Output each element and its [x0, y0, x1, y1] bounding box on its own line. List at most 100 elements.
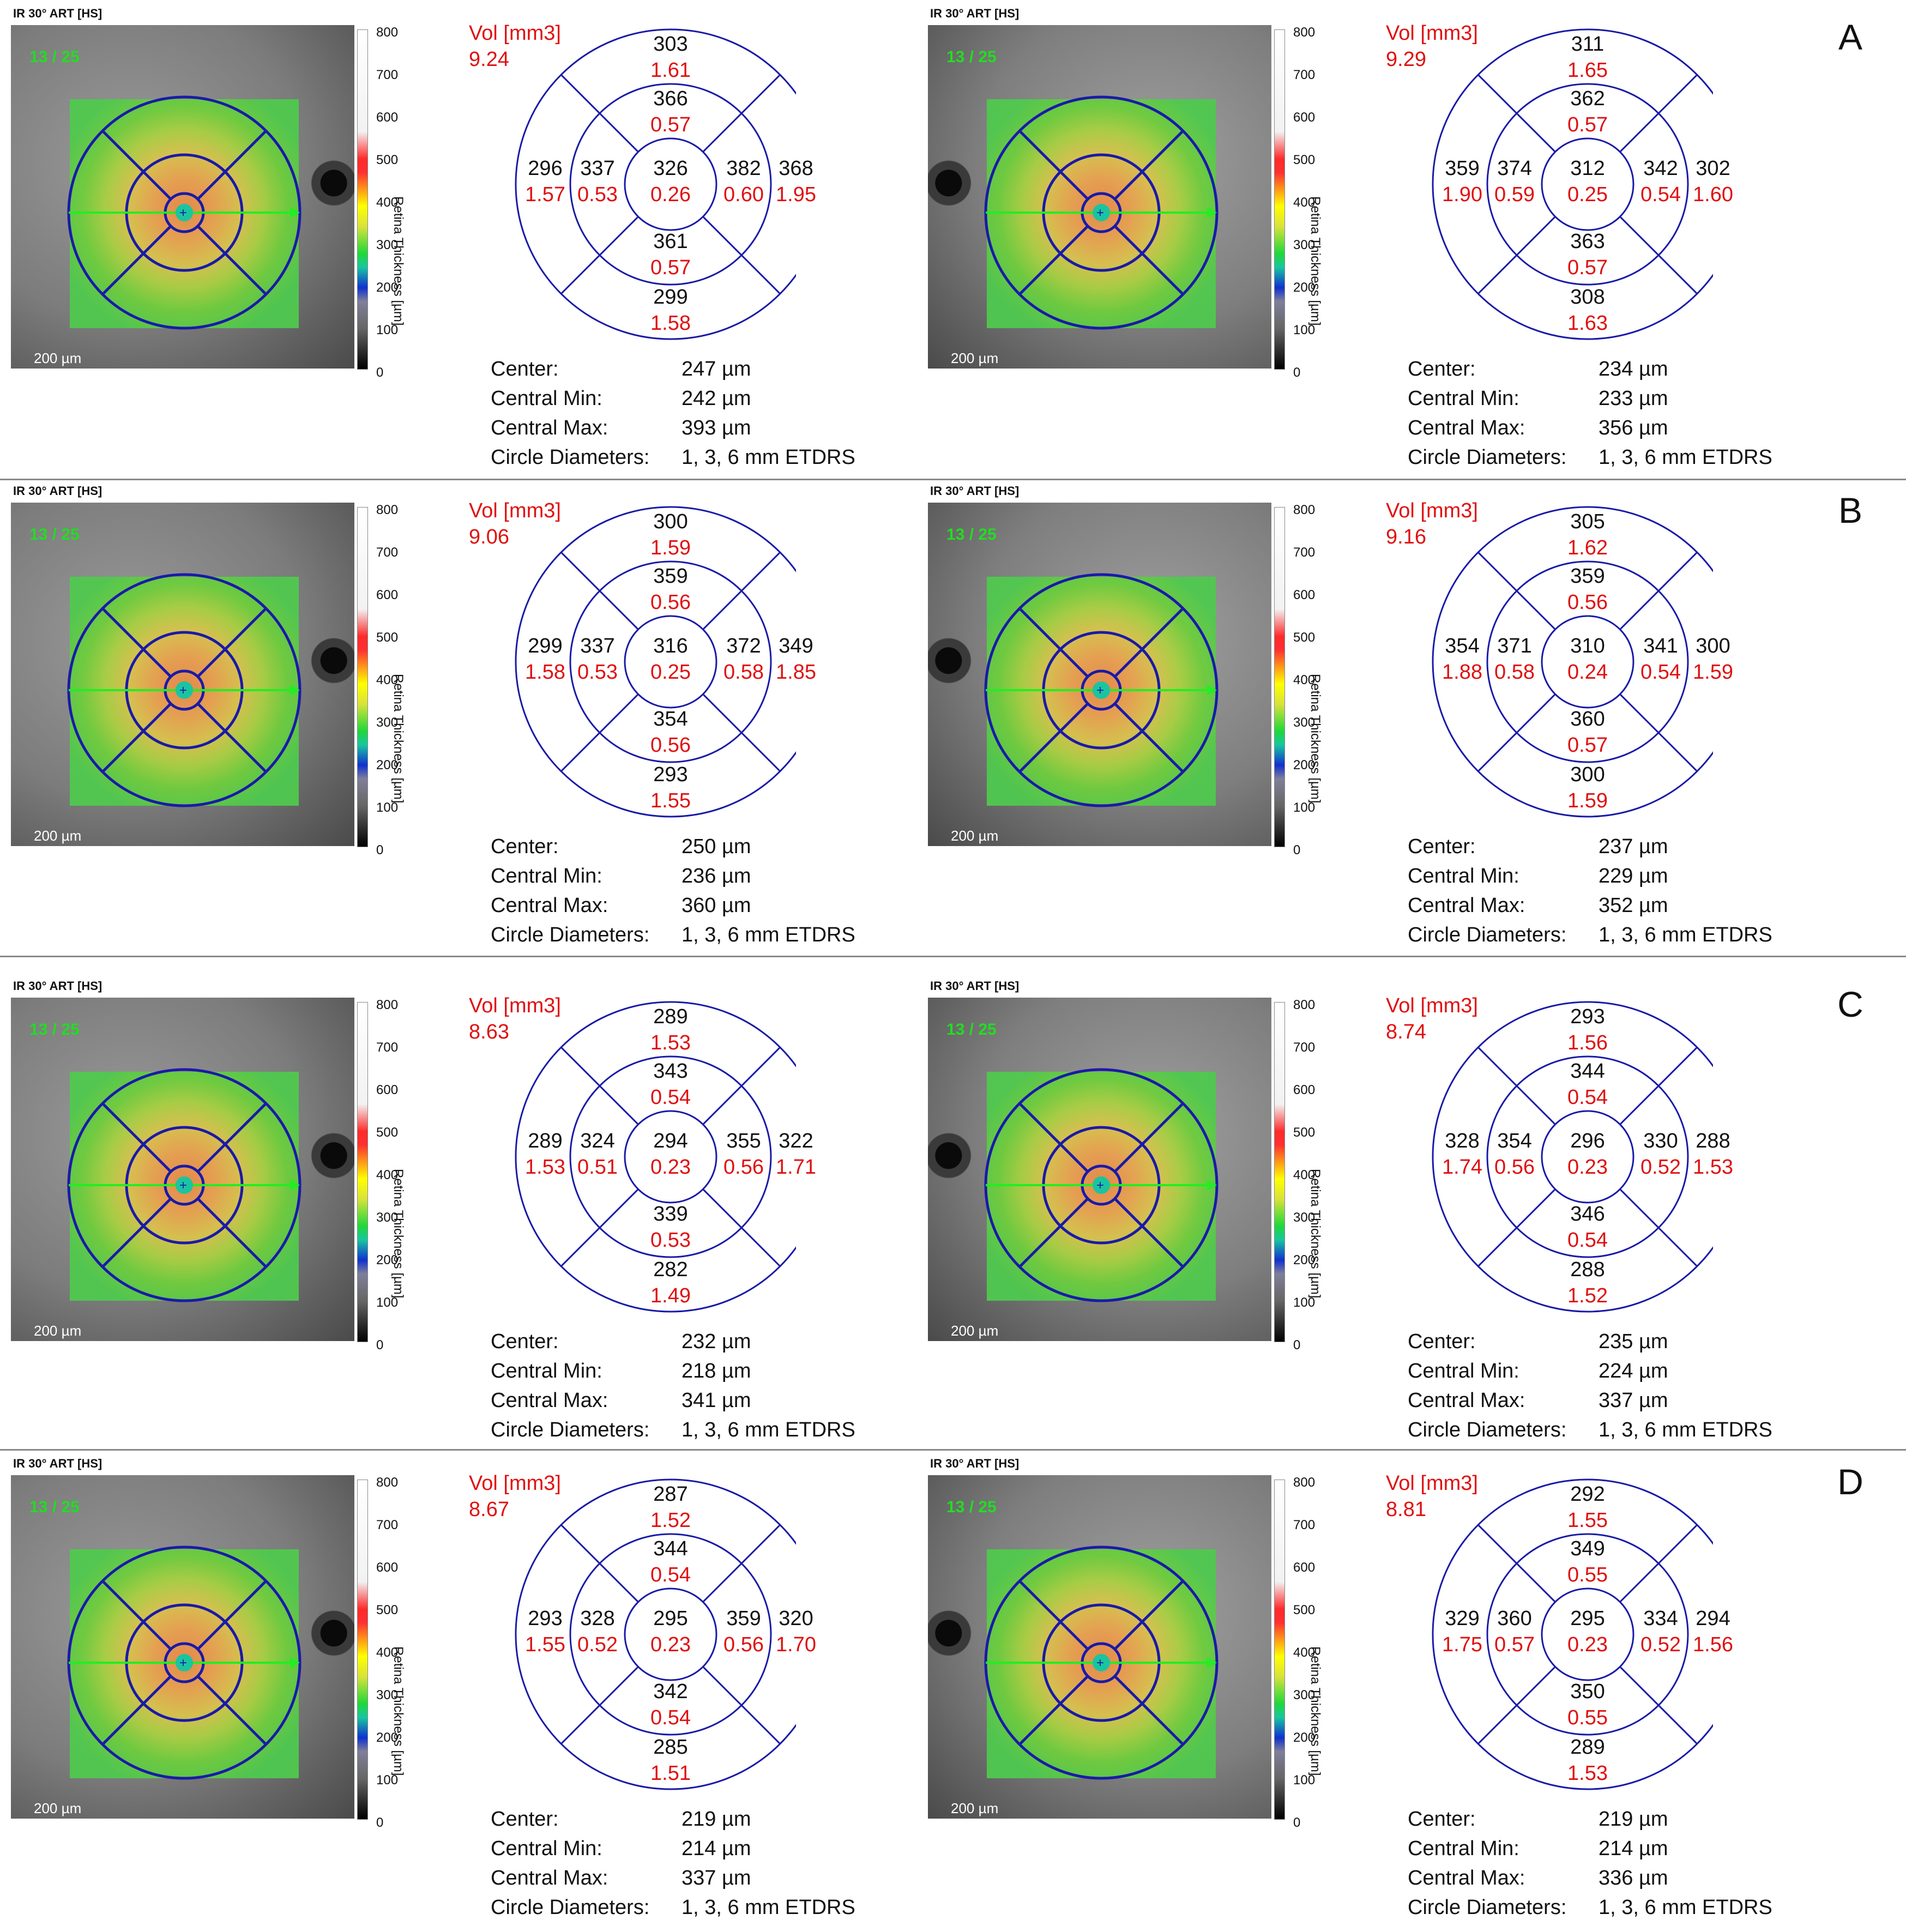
colorbar-tick: 700 — [1293, 545, 1316, 560]
sector-volume-inner-right: 0.56 — [723, 1633, 764, 1656]
measurement-label: Central Min: — [1408, 387, 1519, 410]
measurements-values: 232 µm 218 µm 341 µm 1, 3, 6 mm ETDRS — [681, 1327, 855, 1445]
sector-thickness-outer-right: 322 — [779, 1130, 813, 1152]
sector-thickness-inner-top: 362 — [1570, 87, 1605, 110]
sector-volume-outer-right: 1.85 — [776, 661, 816, 684]
sector-volume-outer-right: 1.95 — [776, 183, 816, 206]
measurement-label: Circle Diameters: — [1408, 1418, 1567, 1441]
sector-volume-inner-left: 0.58 — [1494, 661, 1535, 684]
measurement-label: Central Min: — [1408, 865, 1519, 887]
scan-count: 13 / 25 — [29, 1021, 80, 1039]
scan-count: 13 / 25 — [946, 1498, 997, 1516]
outer-ring — [515, 506, 796, 818]
vol-label: Vol [mm3] — [469, 1472, 561, 1495]
sector-volume-outer-left: 1.74 — [1442, 1156, 1482, 1179]
sector-divider — [702, 693, 781, 772]
central-min-value: 242 µm — [681, 387, 751, 410]
colorbar-label: Retina Thickness [µm] — [1308, 1646, 1323, 1776]
etdrs-grid-chart: 311 1.65 362 0.57 359 1.90 374 0.59 312 0.25 342 0.… — [1397, 26, 1733, 342]
colorbar-tick: 600 — [1293, 110, 1316, 125]
sector-divider — [1477, 552, 1556, 630]
center-value: 219 µm — [1599, 1808, 1668, 1831]
sector-thickness-inner-left: 371 — [1497, 635, 1532, 657]
sector-volume-inner-left: 0.57 — [1494, 1633, 1535, 1656]
sector-divider — [702, 216, 781, 294]
circle-diameters-value: 1, 3, 6 mm ETDRS — [681, 446, 855, 469]
sector-thickness-inner-bottom: 346 — [1570, 1203, 1605, 1225]
sector-volume-inner-bottom: 0.56 — [650, 734, 691, 757]
sector-volume-outer-top: 1.52 — [650, 1509, 691, 1532]
sector-thickness-center: 295 — [1570, 1607, 1605, 1630]
colorbar-tick: 0 — [376, 1815, 384, 1830]
sector-thickness-inner-right: 355 — [726, 1130, 761, 1152]
sector-volume-outer-left: 1.58 — [525, 661, 565, 684]
sector-volume-inner-bottom: 0.57 — [1567, 734, 1608, 757]
colorbar-tick: 100 — [376, 323, 399, 337]
etdrs-panel: IR 30° ART [HS] 13 / 25 200 µm +800 700 600 50… — [0, 483, 927, 952]
colorbar-tick: 700 — [376, 1518, 399, 1532]
sector-divider — [1477, 1524, 1556, 1603]
scan-title: IR 30° ART [HS] — [13, 484, 102, 498]
center-value: 250 µm — [681, 835, 751, 858]
central-max-value: 341 µm — [681, 1389, 751, 1412]
colorbar-tick: 700 — [376, 1040, 399, 1055]
measurements-values: 234 µm 233 µm 356 µm 1, 3, 6 mm ETDRS — [1599, 354, 1772, 472]
sector-volume-outer-left: 1.88 — [1442, 661, 1482, 684]
sector-thickness-center: 294 — [653, 1130, 688, 1152]
sector-thickness-outer-right: 294 — [1696, 1607, 1730, 1630]
sector-thickness-inner-right: 359 — [726, 1607, 761, 1630]
colorbar-tick: 0 — [1293, 365, 1301, 380]
outer-ring — [1432, 1001, 1713, 1313]
sector-thickness-outer-bottom: 285 — [653, 1736, 688, 1759]
colorbar-tick: 800 — [1293, 1475, 1316, 1490]
etdrs-grid-chart: 303 1.61 366 0.57 296 1.57 337 0.53 326 0.26 382 0.… — [480, 26, 816, 342]
inner-ring — [1486, 83, 1689, 286]
sector-thickness-outer-top: 293 — [1570, 1005, 1605, 1028]
fundus-image: 13 / 25 200 µm + — [928, 1475, 1271, 1819]
sector-volume-outer-top: 1.55 — [1567, 1509, 1608, 1532]
vol-total: 9.06 — [469, 526, 509, 548]
sector-volume-inner-right: 0.54 — [1640, 661, 1681, 684]
sector-thickness-outer-top: 287 — [653, 1483, 688, 1506]
sector-volume-inner-left: 0.53 — [577, 183, 618, 206]
sector-divider — [1477, 693, 1556, 772]
sector-thickness-outer-left: 293 — [528, 1607, 563, 1630]
sector-volume-inner-bottom: 0.53 — [650, 1229, 691, 1252]
colorbar-tick: 300 — [1293, 1210, 1316, 1225]
sector-volume-inner-right: 0.52 — [1640, 1633, 1681, 1656]
etdrs-rings — [515, 28, 796, 340]
sector-volume-outer-bottom: 1.63 — [1567, 312, 1608, 335]
sector-thickness-outer-bottom: 289 — [1570, 1736, 1605, 1759]
vol-label: Vol [mm3] — [469, 994, 561, 1017]
colorbar-tick: 0 — [1293, 843, 1301, 858]
inner-ring — [569, 1055, 772, 1258]
colorbar-tick: 200 — [1293, 758, 1316, 772]
scale-bar-label: 200 µm — [951, 828, 999, 844]
colorbar-label: Retina Thickness [µm] — [391, 674, 406, 804]
measurement-label: Circle Diameters: — [491, 446, 650, 469]
colorbar-tick: 800 — [376, 1475, 399, 1490]
measurement-label: Central Max: — [1408, 416, 1525, 439]
center-ring — [1541, 1110, 1634, 1204]
sector-thickness-inner-left: 337 — [580, 157, 615, 180]
circle-diameters-value: 1, 3, 6 mm ETDRS — [1599, 1418, 1772, 1441]
sector-volume-inner-top: 0.56 — [650, 591, 691, 614]
scan-title: IR 30° ART [HS] — [13, 1457, 102, 1470]
sector-divider — [560, 74, 639, 153]
sector-volume-outer-bottom: 1.53 — [1567, 1762, 1608, 1785]
sector-thickness-inner-left: 328 — [580, 1607, 615, 1630]
sector-divider — [1477, 216, 1556, 294]
center-ring — [1541, 1587, 1634, 1681]
outer-ring — [1432, 506, 1713, 818]
colorbar-tick: 300 — [1293, 238, 1316, 252]
circle-diameters-value: 1, 3, 6 mm ETDRS — [681, 923, 855, 946]
scale-bar-label: 200 µm — [34, 1323, 82, 1339]
sector-volume-inner-bottom: 0.57 — [650, 256, 691, 279]
sector-thickness-center: 316 — [653, 635, 688, 657]
colorbar-tick: 200 — [376, 758, 399, 772]
scan-count: 13 / 25 — [946, 526, 997, 544]
measurement-label: Central Max: — [491, 894, 608, 917]
measurements-labels: Center: Central Min: Central Max: Circle Di… — [491, 1804, 649, 1922]
vol-label: Vol [mm3] — [469, 22, 561, 45]
sector-thickness-inner-bottom: 342 — [653, 1680, 688, 1703]
